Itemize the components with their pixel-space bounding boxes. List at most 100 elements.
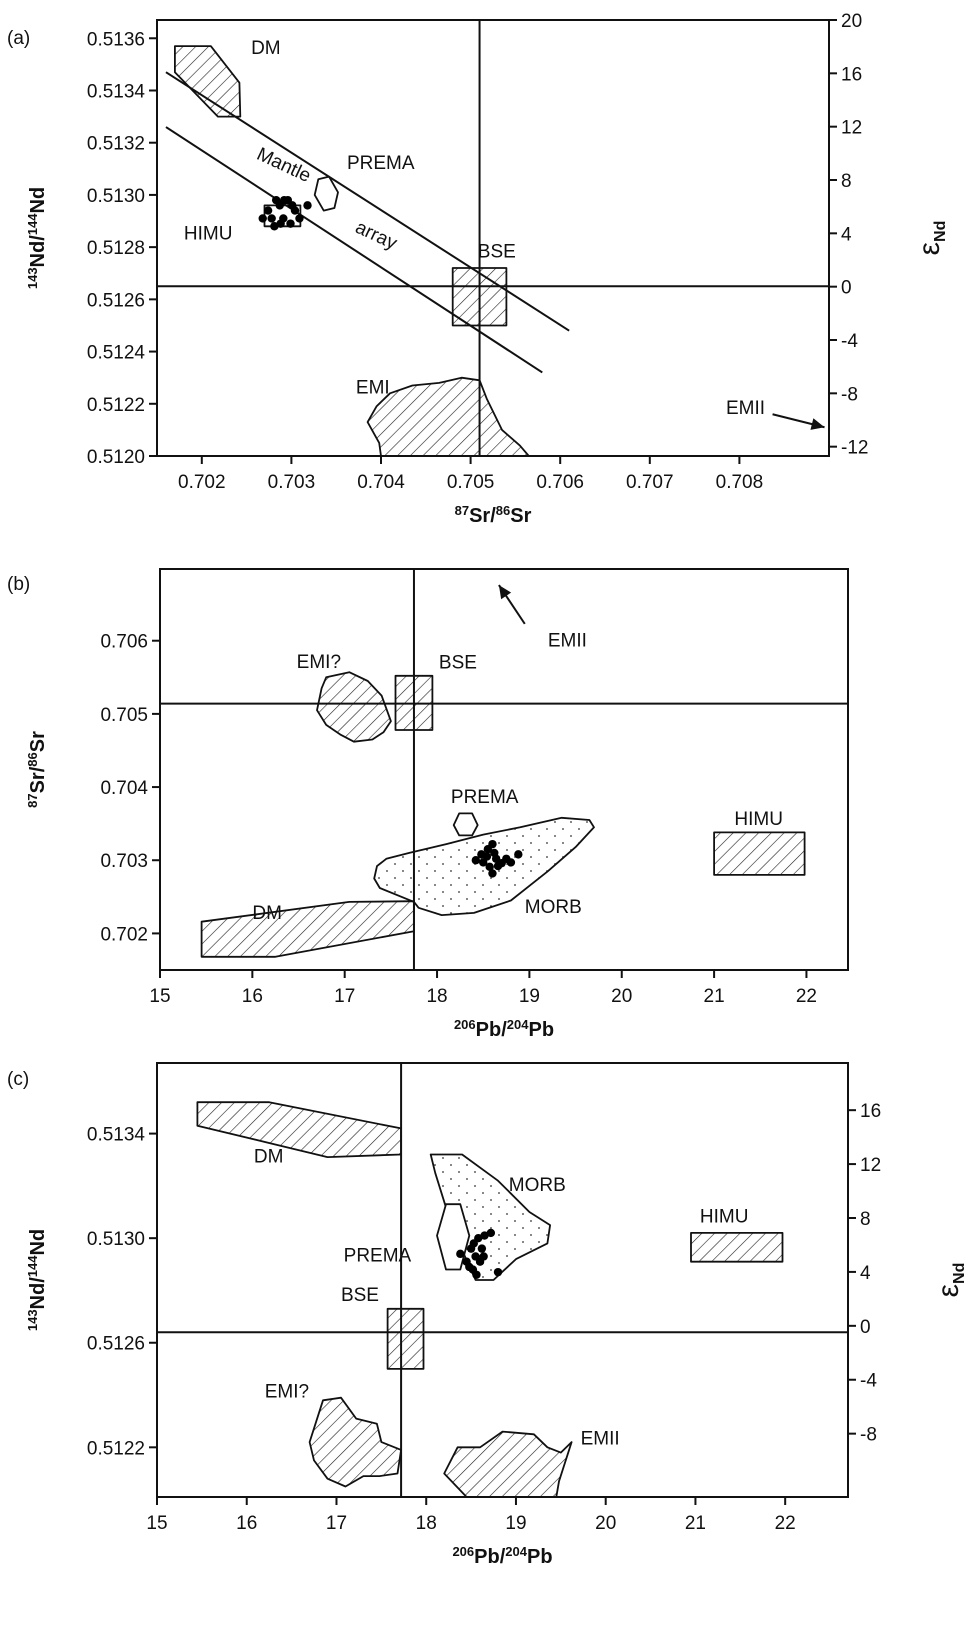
x-tick-label: 20 xyxy=(611,986,632,1007)
y2-tick-label: -12 xyxy=(841,438,868,459)
y-axis-title: 143Nd/144Nd xyxy=(25,187,50,289)
axis-title-superscript: 86 xyxy=(496,503,510,518)
panel-label: (b) xyxy=(7,574,30,595)
sample-point xyxy=(303,201,312,210)
emii-arrow-head xyxy=(498,585,512,600)
field-label-bse: BSE xyxy=(341,1285,379,1306)
sample-point xyxy=(258,214,267,223)
sample-point xyxy=(485,862,494,872)
sample-point xyxy=(482,852,492,861)
y-tick-label: 0.704 xyxy=(100,778,148,799)
field-label-bse: BSE xyxy=(478,242,516,263)
field-prema xyxy=(313,175,339,212)
panel-c-chart: (c) DM MORB PREMA HIMU BSE EMI? EMII 15 16 17 18 19 2… xyxy=(7,1062,968,1569)
field-label-emii: EMII xyxy=(581,1429,620,1450)
x-axis-title: 87Sr/86Sr xyxy=(455,503,532,528)
y2-tick-label: -4 xyxy=(860,1371,877,1392)
y2-tick-label: -4 xyxy=(841,331,858,352)
y-tick-label: 0.5136 xyxy=(87,29,145,50)
axis-title-text: Pb xyxy=(528,1019,554,1041)
y2-tick-label: 8 xyxy=(841,171,852,192)
field-label-prema: PREMA xyxy=(347,153,415,174)
axis-title-text: Sr xyxy=(27,731,49,752)
field-emi xyxy=(316,671,392,743)
epsilon-subscript: Nd xyxy=(951,1263,968,1284)
sample-point xyxy=(490,848,499,858)
y-tick-label: 0.5126 xyxy=(87,1334,145,1355)
y2-tick-label: 4 xyxy=(841,224,852,245)
axis-title-text: Sr/ xyxy=(27,766,49,793)
field-label-emi: EMI? xyxy=(297,652,341,673)
field-label-prema: PREMA xyxy=(344,1246,412,1267)
axis-title-text: Sr/ xyxy=(469,505,496,527)
field-label-emi: EMI xyxy=(356,377,390,398)
x-tick-label: 16 xyxy=(242,986,263,1007)
panel-a-chart: (a) DM PREMA HIMU BSE EMI EMII Mantle array 0.702… xyxy=(7,11,949,527)
axis-title-text: Pb/ xyxy=(476,1019,508,1041)
y-tick-label: 0.5122 xyxy=(87,395,145,416)
sample-point xyxy=(471,856,481,865)
axis-title-superscript: 204 xyxy=(505,1544,527,1559)
y2-axis-title: εNd xyxy=(932,1263,968,1298)
axis-title-superscript: 206 xyxy=(454,1017,476,1032)
y2-tick-label: 16 xyxy=(841,64,862,85)
y2-tick-label: 20 xyxy=(841,11,862,32)
axis-title-superscript: 206 xyxy=(452,1544,474,1559)
sample-point xyxy=(280,195,289,205)
sample-point xyxy=(486,1228,496,1238)
panel-b-chart: (b) EMI? BSE PREMA MORB DM HIMU EMII 15 16 17 18 19 2… xyxy=(7,568,849,1042)
epsilon-symbol: ε xyxy=(913,242,946,255)
y-tick-label: 0.5130 xyxy=(87,186,145,207)
sample-point xyxy=(456,1249,465,1259)
y2-tick-label: 0 xyxy=(841,278,852,299)
field-himu xyxy=(713,831,806,876)
plot-frame xyxy=(156,19,830,457)
sample-point xyxy=(270,222,279,231)
mantle-array-label: Mantle xyxy=(253,144,314,187)
y-tick-label: 0.5120 xyxy=(87,447,145,468)
epsilon-subscript: Nd xyxy=(932,221,949,242)
field-emii xyxy=(443,1430,573,1497)
field-label-morb: MORB xyxy=(525,897,582,918)
x-axis-title: 206Pb/204Pb xyxy=(454,1017,554,1042)
axis-title-text: Nd/ xyxy=(27,235,49,268)
x-tick-label: 18 xyxy=(426,986,447,1007)
y-tick-label: 0.5122 xyxy=(87,1438,145,1459)
y-tick-label: 0.705 xyxy=(100,705,148,726)
sample-point xyxy=(514,850,523,859)
sample-point xyxy=(469,1239,478,1248)
field-label-emi: EMI? xyxy=(265,1382,309,1403)
sample-point xyxy=(286,219,295,228)
x-tick-label: 21 xyxy=(704,986,725,1007)
x-tick-label: 15 xyxy=(146,1513,167,1534)
field-label-emii: EMII xyxy=(548,631,587,652)
field-bse xyxy=(386,1307,425,1370)
x-tick-label: 0.706 xyxy=(536,472,584,493)
x-tick-label: 0.705 xyxy=(447,472,495,493)
emii-arrow-head xyxy=(810,418,825,430)
axis-title-text: Nd xyxy=(27,1229,49,1256)
x-tick-label: 16 xyxy=(236,1513,257,1534)
sample-point xyxy=(263,206,273,215)
x-axis-title: 206Pb/204Pb xyxy=(452,1544,552,1569)
x-tick-label: 22 xyxy=(796,986,817,1007)
y2-tick-label: 0 xyxy=(860,1317,871,1338)
x-tick-label: 17 xyxy=(326,1513,347,1534)
axis-title-superscript: 204 xyxy=(507,1017,529,1032)
axis-title-superscript: 87 xyxy=(455,503,469,518)
axis-title-superscript: 143 xyxy=(25,1309,40,1331)
field-dm xyxy=(200,900,415,958)
x-tick-label: 0.707 xyxy=(626,472,674,493)
sample-point xyxy=(506,858,516,867)
panel-label: (a) xyxy=(7,28,30,49)
y2-tick-label: 12 xyxy=(841,118,862,139)
sample-point xyxy=(493,1267,503,1277)
axis-title-superscript: 143 xyxy=(25,267,40,289)
y-tick-label: 0.703 xyxy=(100,851,148,872)
x-tick-label: 20 xyxy=(595,1513,616,1534)
field-label-himu: HIMU xyxy=(734,809,783,830)
field-label-bse: BSE xyxy=(439,653,477,674)
y-tick-label: 0.5130 xyxy=(87,1229,145,1250)
x-tick-label: 15 xyxy=(149,986,170,1007)
y-tick-label: 0.5124 xyxy=(87,343,146,364)
